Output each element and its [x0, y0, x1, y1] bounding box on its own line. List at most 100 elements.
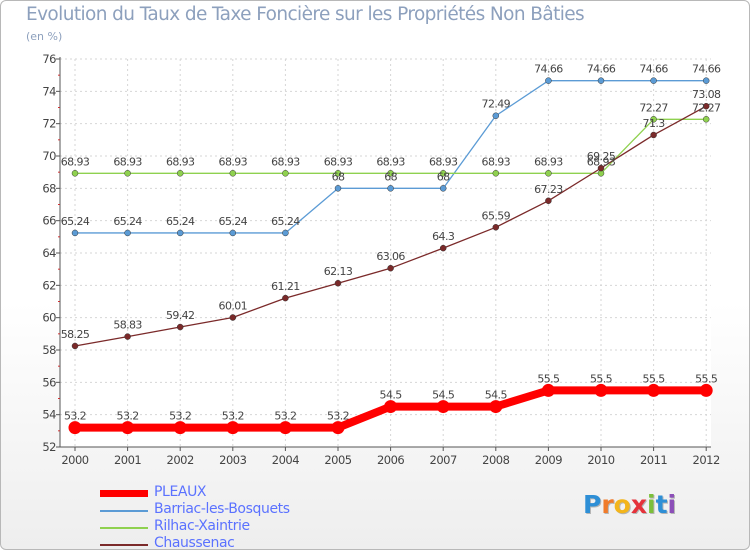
data-label: 71.3 [643, 117, 666, 130]
data-point [176, 229, 184, 237]
data-label: 69.25 [587, 150, 616, 163]
data-label: 68.93 [324, 155, 353, 168]
data-point [597, 77, 605, 84]
data-point [489, 400, 503, 414]
data-label: 74.66 [692, 63, 721, 76]
chart-unit: (en %) [26, 30, 63, 43]
logo-letter: r [601, 490, 614, 519]
data-point [124, 333, 131, 340]
data-point [387, 264, 394, 272]
y-tick-label: 54 [42, 408, 56, 422]
logo-letter: o [613, 490, 631, 519]
data-point [176, 323, 184, 331]
data-point [545, 77, 552, 84]
x-tick-label: 2011 [640, 453, 667, 467]
x-tick-label: 2008 [482, 453, 509, 467]
data-label: 73.08 [692, 88, 721, 101]
y-tick-label: 66 [42, 214, 56, 228]
data-label: 53.2 [327, 410, 349, 423]
data-point [331, 421, 345, 435]
data-label: 68.93 [166, 155, 195, 168]
data-label: 74.66 [534, 63, 563, 76]
data-point [492, 224, 500, 231]
data-point [439, 185, 447, 192]
logo-letter: x [630, 490, 647, 519]
data-label: 65.24 [271, 215, 300, 228]
data-point [282, 229, 289, 237]
data-point [439, 170, 447, 177]
data-point [387, 185, 394, 192]
data-point [436, 400, 450, 414]
data-label: 65.24 [219, 215, 248, 228]
legend-swatch [100, 510, 148, 512]
chart-title: Evolution du Taux de Taxe Foncière sur l… [26, 4, 585, 25]
data-label: 61.21 [271, 280, 300, 293]
proxiti-logo: Proxiti [583, 490, 676, 519]
data-label: 68.93 [61, 155, 90, 168]
data-label: 53.2 [274, 410, 296, 423]
data-label: 72.27 [639, 101, 668, 114]
data-label: 68.93 [219, 155, 248, 168]
data-point [387, 170, 394, 177]
data-point [282, 170, 289, 177]
data-label: 59.42 [166, 309, 195, 322]
data-label: 68.93 [482, 155, 511, 168]
data-point [647, 383, 661, 397]
y-tick-label: 64 [42, 246, 56, 260]
y-tick-label: 62 [42, 278, 56, 292]
legend-swatch [100, 527, 148, 529]
data-point [124, 170, 131, 177]
legend-item: PLEAUX [100, 484, 360, 502]
data-point [545, 197, 552, 205]
legend-label: PLEAUX [154, 484, 207, 500]
data-label: 58.25 [61, 328, 90, 341]
legend-item: Chaussenac [100, 535, 360, 553]
data-point [545, 170, 552, 177]
data-label: 68 [384, 170, 397, 183]
data-label: 68.93 [113, 155, 142, 168]
logo-letter: i [647, 490, 656, 519]
data-point [594, 383, 608, 397]
data-label: 53.2 [117, 410, 139, 423]
data-label: 54.5 [432, 389, 455, 402]
data-label: 53.2 [64, 410, 86, 423]
y-tick-label: 52 [42, 440, 56, 454]
legend-swatch [100, 544, 148, 546]
x-tick-label: 2012 [693, 453, 720, 467]
data-label: 55.5 [695, 372, 718, 385]
x-tick-label: 2003 [219, 453, 246, 467]
y-tick-label: 76 [42, 52, 56, 66]
legend-label: Rilhac-Xaintrie [154, 518, 250, 534]
data-point [278, 421, 292, 435]
data-point [334, 279, 342, 287]
x-tick-label: 2000 [61, 453, 88, 467]
logo-letter: P [583, 490, 602, 519]
y-tick-label: 72 [42, 117, 56, 131]
data-label: 74.66 [639, 63, 668, 76]
logo-letter: i [667, 490, 677, 519]
x-tick-label: 2005 [324, 453, 351, 467]
data-label: 55.5 [643, 372, 666, 385]
data-label: 68 [437, 170, 450, 183]
data-point [229, 170, 237, 177]
data-label: 68.93 [587, 155, 616, 168]
data-point [650, 77, 657, 84]
x-tick-label: 2004 [272, 453, 299, 467]
data-point [492, 112, 500, 119]
data-point [702, 102, 710, 110]
data-label: 65.24 [166, 215, 195, 228]
data-point [68, 421, 82, 435]
data-label: 60.01 [219, 300, 248, 313]
legend-item: Rilhac-Xaintrie [100, 518, 360, 536]
legend-label: Chaussenac [154, 535, 235, 551]
data-point [492, 170, 500, 177]
x-tick-label: 2002 [167, 453, 194, 467]
data-point [334, 170, 342, 177]
data-point [229, 229, 237, 237]
y-tick-label: 56 [42, 375, 56, 389]
data-label: 65.59 [482, 209, 511, 222]
data-point [597, 164, 605, 172]
data-label: 68 [332, 170, 345, 183]
data-label: 68.93 [271, 155, 300, 168]
